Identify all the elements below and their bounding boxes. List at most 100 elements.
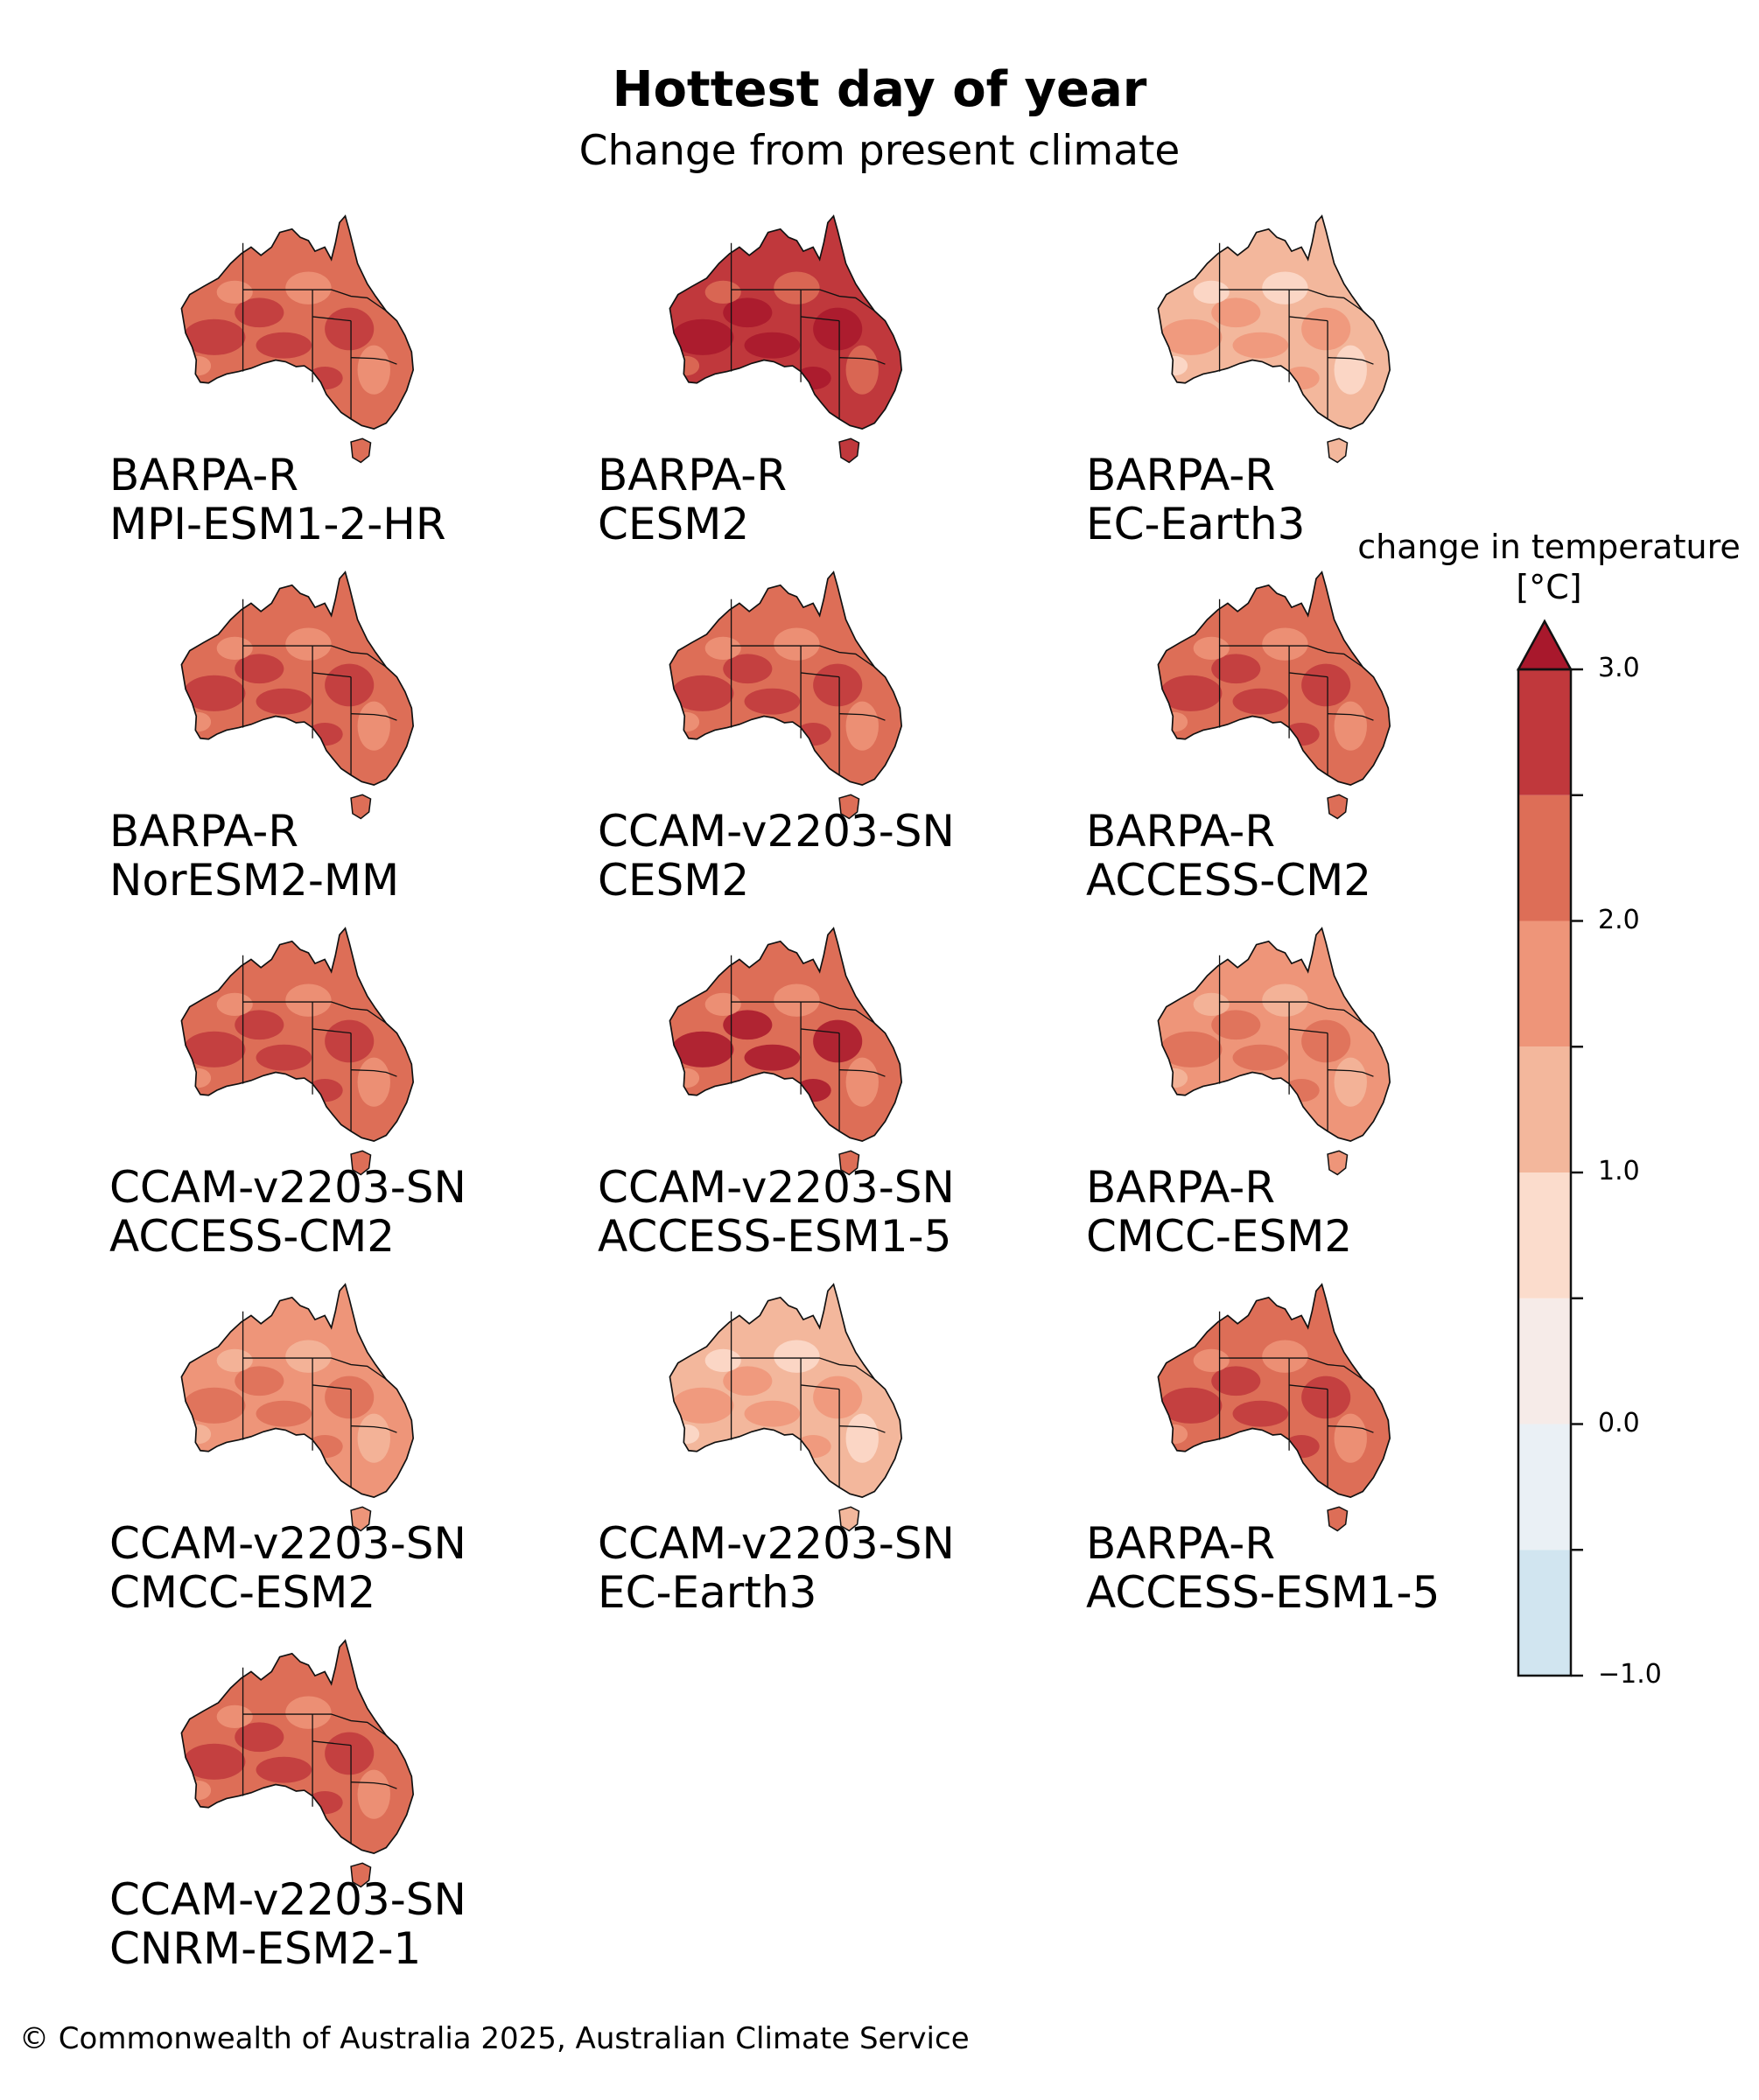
panel-label: CCAM-v2203-SN CMCC-ESM2 (109, 1519, 466, 1617)
panel-label: BARPA-R EC-Earth3 (1086, 451, 1305, 549)
australia-map (1157, 570, 1391, 820)
panel-label: BARPA-R MPI-ESM1-2-HR (109, 451, 446, 549)
coastline (669, 927, 903, 1142)
mainland-fill (181, 928, 414, 1142)
map-panel: CCAM-v2203-SN CNRM-ESM2-1 (109, 1639, 564, 2006)
colorbar-segment (1518, 1424, 1571, 1550)
state-border (1289, 1384, 1328, 1390)
rcm-name: BARPA-R (1086, 806, 1276, 857)
state-border (1289, 1357, 1363, 1380)
state-border (351, 1782, 397, 1789)
map-panel: BARPA-R MPI-ESM1-2-HR (109, 214, 564, 582)
mainland-fill (669, 215, 902, 430)
colorbar-extend-arrow (1516, 619, 1573, 671)
gcm-name: CESM2 (598, 499, 750, 550)
colorbar-tick-label: −1.0 (1598, 1659, 1662, 1690)
state-border (351, 1069, 397, 1077)
australia-map (669, 927, 903, 1176)
temperature-patches (183, 1696, 390, 1819)
gcm-name: MPI-ESM1-2-HR (109, 499, 446, 550)
australia-map (180, 927, 415, 1176)
tasmania (1327, 1506, 1349, 1532)
tasmania (838, 794, 860, 820)
gcm-name: CMCC-ESM2 (1086, 1211, 1353, 1262)
state-border (351, 713, 397, 721)
colorbar-segment (1518, 794, 1571, 921)
mainland-fill (181, 571, 414, 786)
tasmania (1327, 438, 1349, 464)
rcm-name: BARPA-R (109, 450, 299, 500)
state-border (801, 1384, 840, 1390)
copyright-footer: © Commonwealth of Australia 2025, Austra… (19, 2021, 970, 2056)
coastline (180, 1283, 415, 1498)
mainland-fill (1158, 571, 1391, 786)
mainland-fill (669, 571, 902, 786)
coastline (669, 1283, 903, 1498)
panel-label: CCAM-v2203-SN CNRM-ESM2-1 (109, 1875, 466, 1973)
rcm-name: CCAM-v2203-SN (109, 1162, 466, 1213)
tasmania (1327, 794, 1349, 820)
panel-label: CCAM-v2203-SN ACCESS-ESM1-5 (598, 1163, 955, 1261)
colorbar (1516, 619, 1583, 1677)
coastline (1157, 1283, 1391, 1498)
rcm-name: CCAM-v2203-SN (109, 1874, 466, 1925)
gcm-name: CNRM-ESM2-1 (109, 1923, 422, 1974)
map-panel: BARPA-R ACCESS-CM2 (1086, 570, 1541, 938)
gcm-name: ACCESS-CM2 (109, 1211, 396, 1262)
gcm-name: ACCESS-CM2 (1086, 855, 1372, 906)
australia-map (1157, 927, 1391, 1176)
state-border (801, 316, 840, 322)
colorbar-tick-label: 2.0 (1598, 904, 1640, 935)
rcm-name: BARPA-R (1086, 1162, 1276, 1213)
rcm-name: BARPA-R (1086, 1518, 1276, 1569)
state-border (351, 1425, 397, 1433)
gcm-name: ACCESS-ESM1-5 (598, 1211, 952, 1262)
state-border (1289, 289, 1363, 312)
state-border (1289, 672, 1328, 678)
mainland-fill (181, 1284, 414, 1498)
panel-label: BARPA-R ACCESS-CM2 (1086, 807, 1371, 905)
panel-label: CCAM-v2203-SN CESM2 (598, 807, 955, 905)
state-border (1289, 1028, 1328, 1034)
panel-label: BARPA-R CMCC-ESM2 (1086, 1163, 1352, 1261)
state-border (801, 672, 840, 678)
coastline (180, 927, 415, 1142)
state-border (351, 357, 397, 365)
coastline (669, 214, 903, 430)
state-border (312, 1713, 387, 1736)
map-panel: BARPA-R CMCC-ESM2 (1086, 927, 1541, 1294)
tasmania (838, 438, 860, 464)
state-border (801, 645, 875, 668)
map-panel: BARPA-R EC-Earth3 (1086, 214, 1541, 582)
tasmania (838, 1506, 860, 1532)
mainland-fill (1158, 215, 1391, 430)
tasmania (838, 1150, 860, 1176)
colorbar-segment (1518, 1046, 1571, 1172)
tasmania (350, 1506, 372, 1532)
state-border (312, 289, 387, 312)
map-panel: BARPA-R CESM2 (598, 214, 1053, 582)
state-border (312, 316, 352, 322)
gcm-name: ACCESS-ESM1-5 (1086, 1567, 1440, 1618)
coastline (180, 1639, 415, 1854)
rcm-name: CCAM-v2203-SN (598, 806, 955, 857)
state-border (839, 357, 886, 365)
state-border (1328, 1069, 1374, 1077)
mainland-fill (181, 215, 414, 430)
tasmania (350, 438, 372, 464)
panel-label: BARPA-R ACCESS-ESM1-5 (1086, 1519, 1440, 1617)
coastline (1157, 927, 1391, 1142)
state-border (312, 645, 387, 668)
australia-map (180, 1283, 415, 1532)
australia-map (180, 214, 415, 464)
state-border (839, 713, 886, 721)
map-panel: BARPA-R ACCESS-ESM1-5 (1086, 1283, 1541, 1650)
australia-map (1157, 1283, 1391, 1532)
australia-map (669, 214, 903, 464)
rcm-name: BARPA-R (1086, 450, 1276, 500)
colorbar-segment (1518, 920, 1571, 1047)
panel-label: BARPA-R NorESM2-MM (109, 807, 399, 905)
coastline (180, 570, 415, 786)
rcm-name: CCAM-v2203-SN (598, 1518, 955, 1569)
coastline (1157, 214, 1391, 430)
